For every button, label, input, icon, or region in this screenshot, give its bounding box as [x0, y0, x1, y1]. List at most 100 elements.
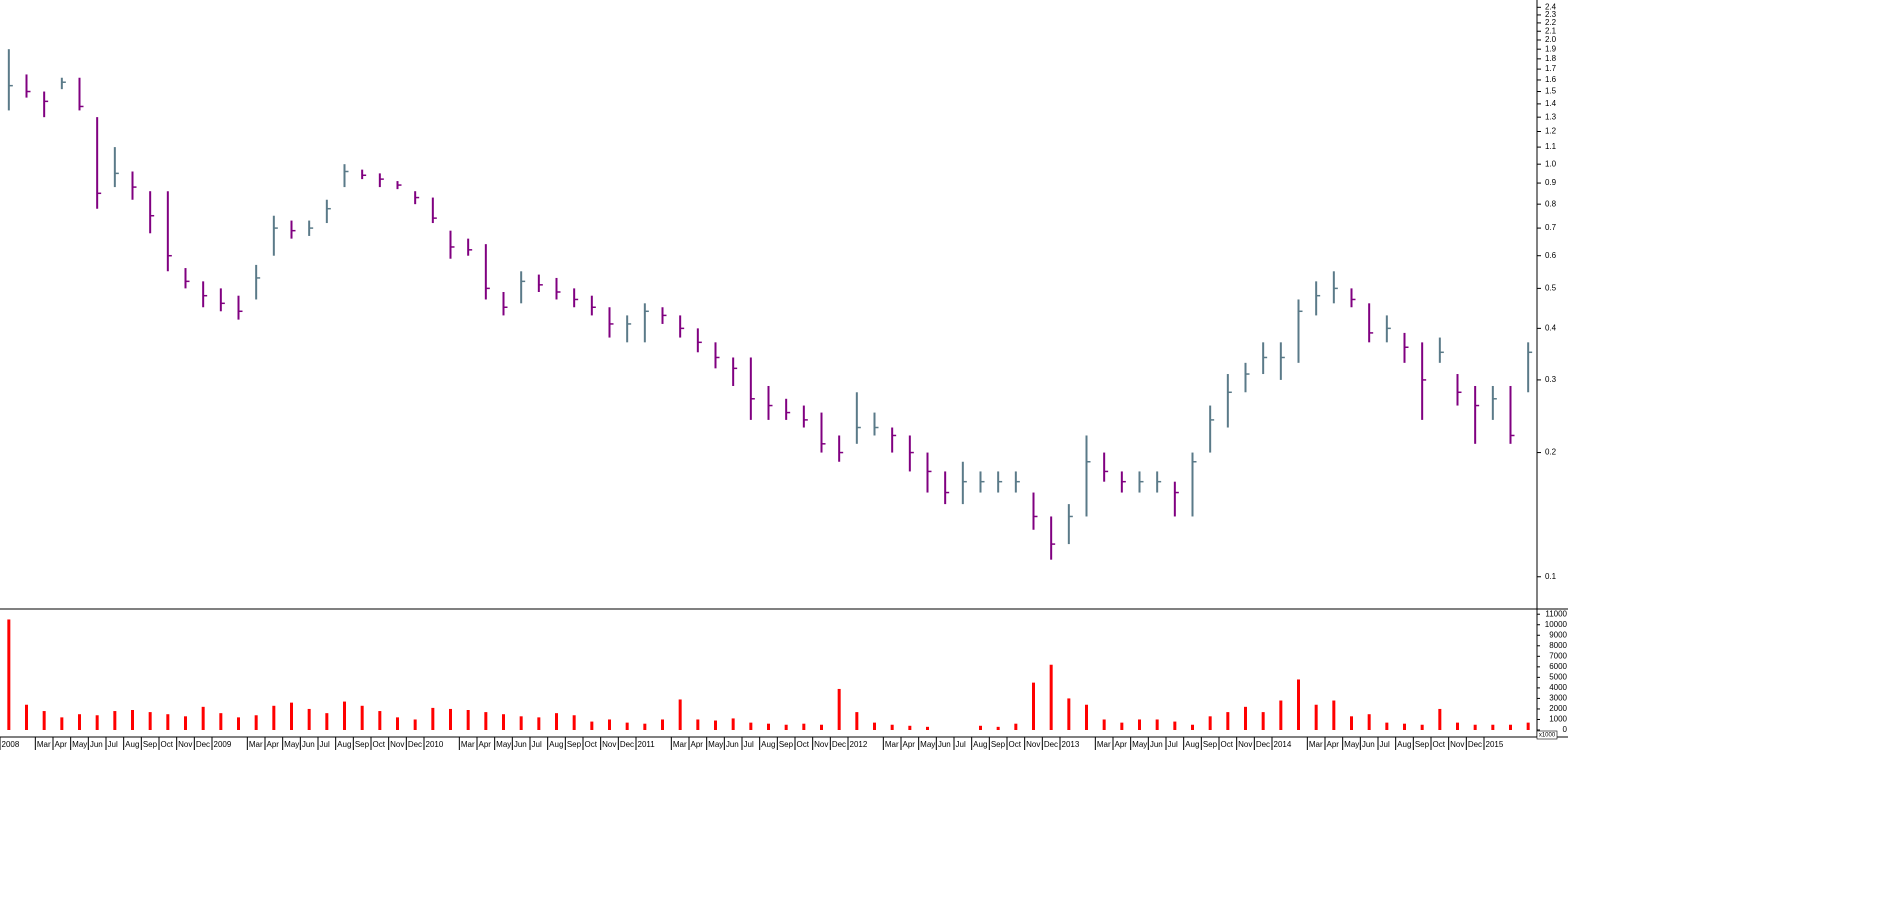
y-tick-label: 0.4: [1545, 323, 1557, 332]
x-tick-label: May: [284, 740, 299, 749]
y-tick-label: 0.3: [1545, 375, 1557, 384]
volume-bar: [201, 706, 205, 730]
x-tick-label: Mar: [37, 740, 51, 749]
x-tick-label: Oct: [1009, 740, 1022, 749]
y-tick-label: 1.0: [1545, 159, 1557, 168]
x-tick-label: Sep: [567, 740, 582, 749]
volume-bar: [148, 712, 152, 730]
x-tick-label: Aug: [761, 740, 775, 749]
volume-bar: [1403, 723, 1406, 730]
volume-bar: [1138, 719, 1141, 730]
volume-bar: [1438, 708, 1442, 730]
volume-bar: [484, 712, 488, 730]
x-tick-label: 2009: [214, 740, 232, 749]
x-tick-label: Sep: [779, 740, 794, 749]
volume-bar: [1226, 712, 1230, 730]
volume-bar: [1491, 724, 1495, 730]
volume-bar: [1155, 719, 1159, 730]
volume-bar: [555, 713, 558, 730]
volume-bar: [184, 716, 187, 730]
volume-bar: [25, 704, 28, 730]
x-tick-label: Jul: [1168, 740, 1178, 749]
y-tick-label: 8000: [1549, 641, 1567, 650]
x-tick-label: Sep: [1203, 740, 1218, 749]
x-tick-label: Jul: [108, 740, 118, 749]
x-tick-label: Aug: [973, 740, 987, 749]
x-tick-label: Jul: [956, 740, 966, 749]
x-tick-label: Nov: [814, 740, 828, 749]
x-tick-label: Sep: [355, 740, 370, 749]
volume-bar: [1049, 664, 1053, 730]
x-tick-label: May: [708, 740, 723, 749]
y-tick-label: 2000: [1549, 704, 1567, 713]
volume-bar: [1173, 721, 1177, 730]
y-tick-label: 2.2: [1545, 18, 1557, 27]
x-tick-label: Nov: [1238, 740, 1252, 749]
x-tick-label: Dec: [1468, 740, 1482, 749]
x-tick-label: Jun: [938, 740, 951, 749]
volume-bar: [855, 712, 859, 730]
y-tick-label: 1.6: [1545, 75, 1557, 84]
volume-bar: [396, 717, 399, 730]
x-tick-label: Apr: [267, 740, 280, 749]
y-tick-label: 0.2: [1545, 448, 1557, 457]
x-tick-label: Mar: [1309, 740, 1323, 749]
x-tick-label: Nov: [178, 740, 192, 749]
x-tick-label: May: [496, 740, 511, 749]
y-tick-label: 1.4: [1545, 99, 1557, 108]
y-tick-label: 10000: [1545, 620, 1568, 629]
volume-bar: [519, 716, 523, 730]
x-tick-label: Oct: [1433, 740, 1446, 749]
volume-bar: [431, 707, 435, 730]
x-tick-label: Dec: [408, 740, 422, 749]
x-tick-label: Apr: [903, 740, 916, 749]
x-tick-label: Jun: [514, 740, 527, 749]
x-tick-label: 2015: [1486, 740, 1504, 749]
x-tick-label: May: [72, 740, 87, 749]
volume-bar: [290, 702, 293, 730]
volume-bar: [979, 725, 982, 730]
volume-bar: [1367, 714, 1371, 730]
x-tick-label: Jun: [302, 740, 315, 749]
volume-bar: [1102, 719, 1106, 730]
x-tick-label: 2012: [850, 740, 868, 749]
y-tick-label: 0.8: [1545, 199, 1557, 208]
volume-bar: [1509, 724, 1512, 730]
x-tick-label: May: [1132, 740, 1147, 749]
y-tick-label: 1.9: [1545, 44, 1557, 53]
volume-bar: [1261, 712, 1265, 730]
volume-bar: [1420, 724, 1424, 730]
x-tick-label: Aug: [1185, 740, 1199, 749]
x-tick-label: Sep: [1415, 740, 1430, 749]
x-tick-label: Oct: [797, 740, 810, 749]
volume-bar: [696, 719, 700, 730]
volume-bar: [325, 713, 329, 730]
x-tick-label: Sep: [143, 740, 158, 749]
x-tick-label: Apr: [55, 740, 68, 749]
y-tick-label: 2.3: [1545, 10, 1557, 19]
x-tick-label: Dec: [1256, 740, 1270, 749]
x-tick-label: Apr: [1327, 740, 1340, 749]
volume-bar: [890, 724, 894, 730]
volume-bar: [449, 708, 452, 730]
x-tick-label: Mar: [1097, 740, 1111, 749]
volume-bar: [820, 724, 823, 730]
x-tick-label: May: [920, 740, 935, 749]
x-tick-label: Dec: [196, 740, 210, 749]
volume-bar: [625, 722, 629, 730]
volume-bar: [1456, 722, 1459, 730]
y-tick-label: 1.2: [1545, 127, 1557, 136]
x-tick-label: Jun: [90, 740, 103, 749]
volume-bar: [802, 723, 806, 730]
volume-bar: [272, 705, 276, 730]
volume-bar: [767, 723, 770, 730]
volume-bar: [1297, 679, 1300, 730]
x-tick-label: Sep: [991, 740, 1006, 749]
x-tick-label: Jul: [320, 740, 330, 749]
x-tick-label: Nov: [1450, 740, 1464, 749]
volume-bar: [60, 717, 64, 730]
x-tick-label: Nov: [602, 740, 616, 749]
x-tick-label: Aug: [549, 740, 563, 749]
x-tick-label: Nov: [1026, 740, 1040, 749]
